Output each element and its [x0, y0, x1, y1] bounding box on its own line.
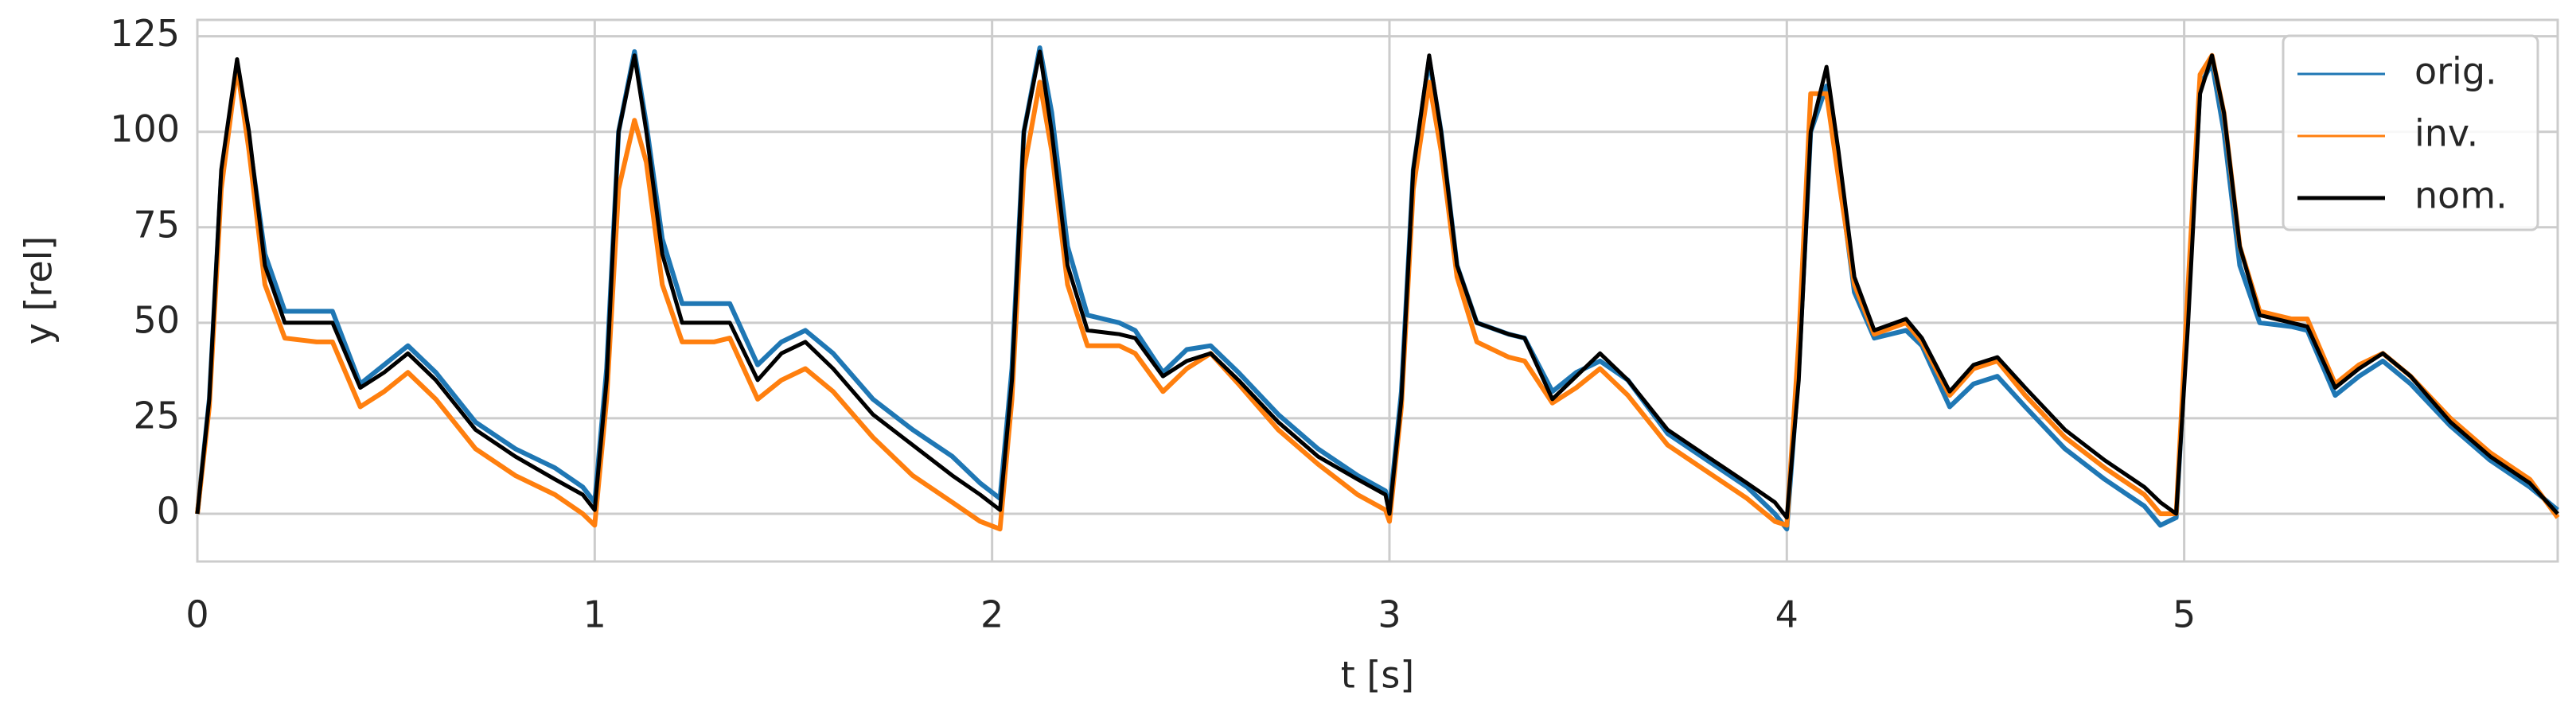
data-line [195, 45, 2559, 532]
x-tick-label: 4 [1775, 593, 1799, 636]
x-tick-label: 0 [185, 593, 208, 636]
y-tick-label: 100 [110, 107, 180, 150]
x-tick-label: 5 [2173, 593, 2196, 636]
x-tick-label: 2 [980, 593, 1004, 636]
plot-frame [196, 18, 2559, 563]
x-tick-label: 3 [1378, 593, 1401, 636]
x-axis-label: t [s] [1341, 654, 1415, 697]
data-line [195, 49, 2559, 520]
legend-label: nom. [2414, 174, 2508, 217]
data-line [195, 52, 2560, 532]
y-tick-label: 75 [133, 203, 180, 246]
legend-box [2282, 34, 2539, 231]
legend-label: orig. [2414, 50, 2497, 93]
y-tick-label: 25 [133, 394, 180, 437]
y-tick-label: 125 [110, 12, 180, 55]
y-tick-label: 50 [133, 298, 180, 341]
legend-label: inv. [2414, 112, 2478, 155]
y-tick-label: 0 [157, 489, 180, 532]
x-tick-label: 1 [583, 593, 606, 636]
y-axis-label: y [rel] [18, 236, 60, 345]
